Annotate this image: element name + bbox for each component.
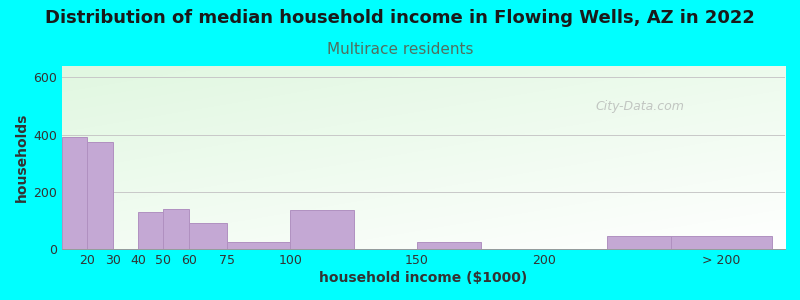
Text: Multirace residents: Multirace residents — [326, 42, 474, 57]
Bar — [607, 236, 671, 249]
Bar — [189, 223, 227, 249]
Y-axis label: households: households — [15, 113, 29, 202]
Bar — [87, 142, 113, 249]
Bar — [671, 236, 772, 249]
Bar — [138, 212, 163, 249]
Bar — [417, 242, 481, 249]
Bar — [227, 242, 290, 249]
Bar — [163, 209, 189, 249]
Text: City-Data.com: City-Data.com — [596, 100, 685, 113]
Bar — [62, 137, 87, 249]
X-axis label: household income ($1000): household income ($1000) — [319, 271, 527, 285]
Text: Distribution of median household income in Flowing Wells, AZ in 2022: Distribution of median household income … — [45, 9, 755, 27]
Bar — [290, 210, 354, 249]
